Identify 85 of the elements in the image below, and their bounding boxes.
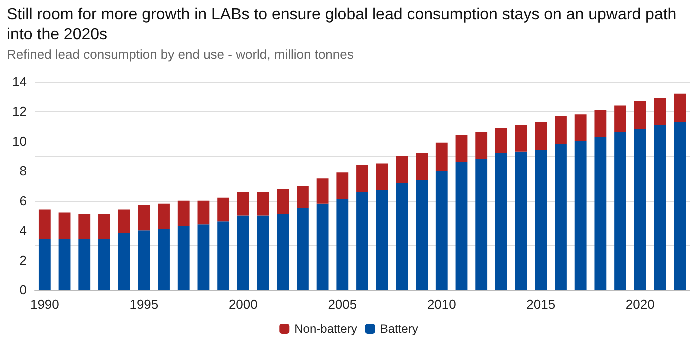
chart-title: Still room for more growth in LABs to ensure global lead consumption stays on an upward path into the 2020s [7,6,682,44]
bar [118,234,130,290]
bar [495,153,508,290]
bar [316,178,329,204]
bar [476,132,488,160]
y-tick-label: 6 [20,193,27,208]
legend-label: Battery [380,322,418,336]
bar [336,172,349,200]
bar [316,204,329,290]
bar [178,200,190,226]
bar [257,192,270,216]
bar [555,116,567,144]
bar [634,101,646,130]
bar [515,125,528,152]
y-tick-label: 8 [20,164,27,179]
bar [614,132,626,290]
x-tick-label: 2010 [427,297,456,312]
bar [218,198,230,222]
bar [297,186,309,208]
x-tick-label: 1995 [130,297,159,312]
bar [356,165,368,192]
y-tick-label: 2 [20,252,27,268]
bar [436,171,448,290]
bar [674,122,686,290]
bar [158,229,170,290]
bar [535,122,548,150]
y-tick-label: 4 [20,223,27,238]
bar [574,114,587,142]
bar [198,200,210,225]
bar [336,199,349,290]
bar [495,128,508,154]
bar [178,226,190,290]
bar [614,106,626,133]
x-tick-label: 1990 [30,297,60,312]
bar [456,162,468,290]
bar [98,214,110,240]
bar [436,142,448,172]
bar [356,192,368,290]
bar [78,239,91,290]
bar [277,188,290,214]
bar [555,144,567,290]
bar [237,216,250,290]
y-tick-label: 14 [12,74,27,90]
bar [654,125,666,290]
bar [376,164,388,190]
y-tick-label: 10 [12,134,27,149]
bar [138,205,150,231]
bar [416,153,428,180]
bar [515,152,528,290]
bar [58,239,71,290]
bar [476,159,488,290]
bar [594,136,607,290]
bar [38,239,51,290]
bar [654,98,666,126]
bar [277,214,290,290]
bar [574,141,587,290]
bar [594,110,607,137]
bar [376,190,388,290]
bar [118,210,130,234]
bar [634,130,646,290]
bar [98,239,110,290]
bar [416,180,428,290]
bar [674,94,686,122]
bar [138,230,150,290]
bar [237,192,250,216]
bar [198,224,210,290]
bar [456,135,468,162]
y-tick-label: 12 [12,104,27,120]
bar [78,214,91,240]
bar [158,204,170,230]
bar [58,212,71,240]
x-tick-label: 2020 [626,297,655,312]
legend-label: Non-battery [294,322,358,336]
chart-subtitle: Refined lead consumption by end use - world, million tonnes [7,47,354,62]
bar [218,222,230,290]
bar [257,216,270,290]
bar [297,208,309,290]
x-tick-label: 2000 [228,297,258,312]
x-tick-label: 2005 [328,297,358,312]
bar [396,183,408,290]
bar [396,156,408,184]
bar [535,150,548,290]
x-tick-label: 2015 [526,297,556,312]
y-tick-label: 0 [20,282,27,298]
bar [38,210,51,240]
